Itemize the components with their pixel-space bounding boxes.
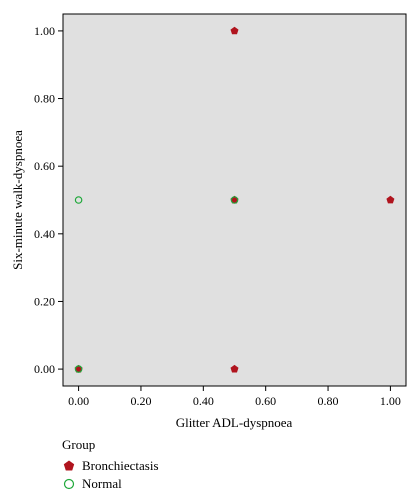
point-bronchiectasis — [230, 364, 239, 373]
point-bronchiectasis — [386, 195, 395, 204]
y-tick-label: 0.40 — [34, 227, 55, 241]
y-tick-label: 0.00 — [34, 362, 55, 376]
x-tick-label: 0.00 — [68, 394, 89, 408]
legend-label-normal: Normal — [82, 476, 122, 491]
y-tick-label: 0.60 — [34, 159, 55, 173]
circle-icon — [63, 478, 75, 490]
legend-title: Group — [62, 437, 96, 452]
y-tick-label: 0.20 — [34, 294, 55, 308]
x-tick-label: 1.00 — [380, 394, 401, 408]
data-points — [74, 26, 395, 373]
scatter-chart: 0.00 0.20 0.40 0.60 0.80 1.00 0.00 0.20 0.40 0.6… — [10, 13, 407, 430]
y-tick-label: 0.80 — [34, 92, 55, 106]
x-tick-label: 0.20 — [130, 394, 151, 408]
pentagon-icon — [63, 460, 75, 471]
point-normal — [230, 196, 239, 204]
x-tick-label: 0.80 — [318, 394, 339, 408]
legend: Group Bronchiectasis Normal — [62, 437, 159, 493]
x-axis-label: Glitter ADL-dyspnoea — [176, 415, 293, 430]
x-tick-label: 0.40 — [193, 394, 214, 408]
point-normal — [74, 365, 83, 373]
y-tick-label: 1.00 — [34, 24, 55, 38]
x-axis: 0.00 0.20 0.40 0.60 0.80 1.00 — [68, 386, 401, 408]
legend-item-normal: Normal — [62, 475, 159, 493]
legend-label-bronchiectasis: Bronchiectasis — [82, 458, 159, 473]
point-bronchiectasis — [230, 26, 239, 35]
y-axis: 0.00 0.20 0.40 0.60 0.80 1.00 — [34, 24, 63, 376]
point-normal — [74, 196, 83, 204]
legend-item-bronchiectasis: Bronchiectasis — [62, 457, 159, 475]
y-axis-label: Six-minute walk-dyspnoea — [10, 130, 25, 270]
x-tick-label: 0.60 — [255, 394, 276, 408]
